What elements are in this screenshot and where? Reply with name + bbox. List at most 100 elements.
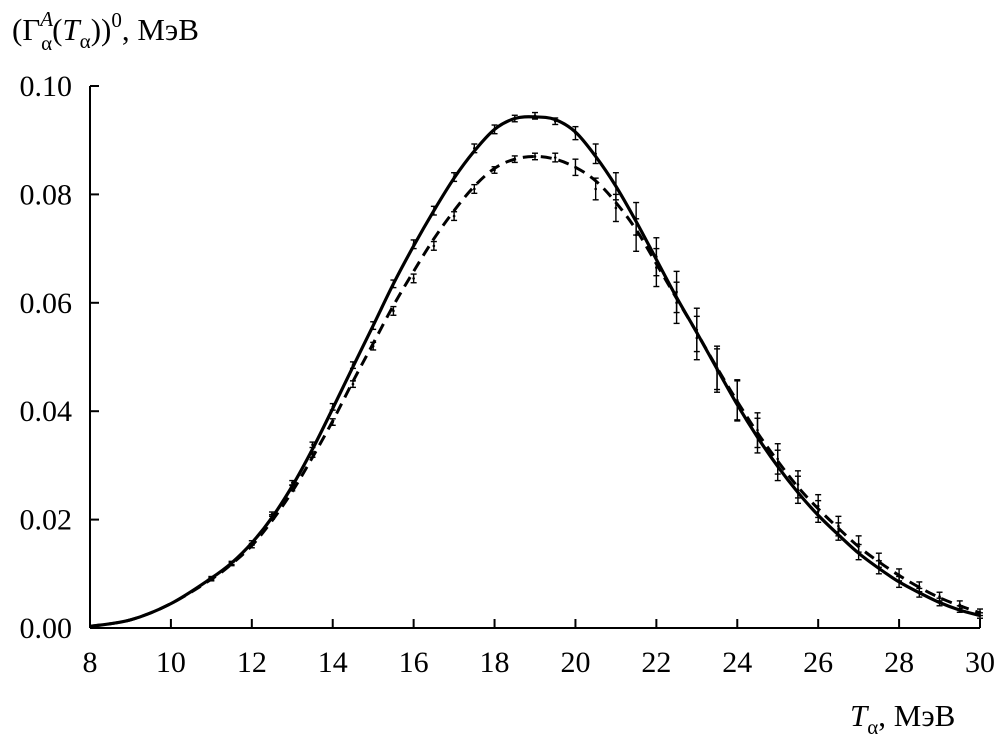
y-axis-label: (ΓA α(Tα))0, МэВ <box>12 7 199 55</box>
error-bar <box>572 125 579 141</box>
error-bar <box>451 211 458 222</box>
error-bar <box>410 273 417 284</box>
error-bar <box>471 143 478 154</box>
error-bar <box>309 451 316 458</box>
data-point <box>290 486 294 490</box>
x-tick-label: 18 <box>480 646 510 679</box>
error-bar <box>491 124 498 135</box>
data-point <box>452 175 456 179</box>
x-tick-label: 26 <box>803 646 833 679</box>
series-line-dashed <box>89 154 981 628</box>
data-point <box>230 562 233 566</box>
error-bar <box>673 281 680 325</box>
data-point <box>250 544 254 547</box>
error-bar <box>349 380 356 389</box>
data-point <box>311 453 314 456</box>
data-point <box>412 277 415 280</box>
x-tick-label: 12 <box>237 646 267 679</box>
y-tick-label: 0.04 <box>20 395 73 428</box>
data-point <box>392 282 395 286</box>
data-point <box>695 336 699 340</box>
data-point <box>493 128 496 131</box>
error-bar <box>349 361 356 370</box>
data-point <box>938 595 941 598</box>
error-bar <box>612 193 619 223</box>
error-bar <box>532 152 538 161</box>
x-tick-label: 30 <box>965 646 995 679</box>
error-bar <box>430 205 437 216</box>
data-point <box>574 131 577 135</box>
x-tick-label: 14 <box>318 646 348 679</box>
data-point <box>614 206 618 210</box>
error-bar <box>552 152 559 163</box>
error-bar <box>916 581 923 593</box>
data-point <box>918 585 921 589</box>
data-point <box>816 504 820 508</box>
error-bar <box>390 279 397 289</box>
error-bar <box>896 568 903 582</box>
data-point <box>756 428 759 432</box>
y-tick-label: 0.06 <box>20 287 73 320</box>
x-tick-label: 28 <box>884 646 914 679</box>
data-point <box>432 244 436 248</box>
data-point <box>796 483 800 486</box>
data-point <box>837 524 840 528</box>
y-tick-label: 0.10 <box>20 70 73 103</box>
data-point <box>371 344 375 348</box>
error-bar <box>855 535 862 553</box>
error-bar <box>511 155 518 164</box>
x-tick-label: 20 <box>560 646 590 679</box>
data-point <box>735 399 739 402</box>
error-bar <box>653 247 660 288</box>
series-solid <box>89 111 983 628</box>
data-point <box>371 324 375 327</box>
data-point <box>715 369 719 372</box>
error-bar <box>592 177 599 201</box>
error-bar <box>734 380 741 421</box>
error-bar <box>592 143 599 165</box>
error-bar <box>471 183 478 195</box>
data-point <box>311 443 314 447</box>
x-axis-label: Tα, МэВ <box>850 698 955 739</box>
data-point <box>351 382 355 386</box>
data-point <box>290 481 294 485</box>
error-bar <box>248 542 255 549</box>
error-bar <box>693 315 700 361</box>
x-tick-label: 8 <box>83 646 98 679</box>
error-bar <box>552 117 559 126</box>
x-tick-label: 22 <box>641 646 671 679</box>
series-dashed <box>89 152 983 628</box>
data-point <box>776 457 780 461</box>
error-bar <box>977 608 983 617</box>
error-bar <box>532 111 538 120</box>
data-point <box>331 405 335 409</box>
error-bar <box>794 470 801 499</box>
data-point <box>210 577 213 581</box>
error-bar <box>491 166 498 174</box>
error-bar <box>430 240 437 251</box>
data-point <box>574 166 577 169</box>
data-point <box>270 515 274 519</box>
series-layer <box>89 111 983 628</box>
error-bar <box>633 218 640 253</box>
data-point <box>452 214 456 218</box>
data-point <box>958 603 962 606</box>
data-point <box>351 363 355 367</box>
x-tick-label: 16 <box>399 646 429 679</box>
data-point <box>594 152 597 156</box>
data-point <box>493 168 496 172</box>
data-point <box>553 156 557 159</box>
y-tick-label: 0.02 <box>20 504 73 537</box>
data-point <box>877 558 881 562</box>
error-bar <box>329 418 336 426</box>
data-point <box>675 301 678 305</box>
data-point <box>412 242 415 246</box>
series-line-solid <box>89 115 981 628</box>
y-tick-label: 0.00 <box>20 612 73 645</box>
data-point <box>655 266 658 269</box>
error-bar <box>329 402 336 411</box>
error-bar <box>875 552 882 568</box>
error-bar <box>835 515 842 537</box>
axes <box>89 86 980 629</box>
